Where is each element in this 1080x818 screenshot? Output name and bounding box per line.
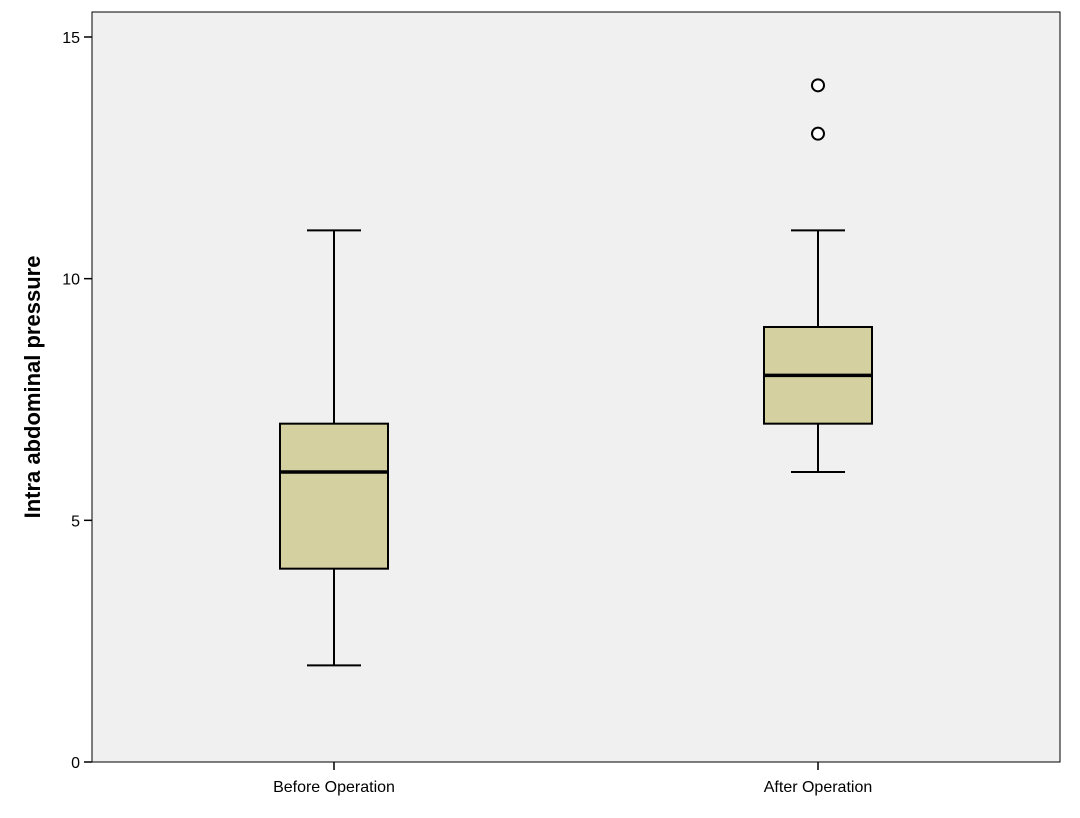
y-tick-label-0: 0: [71, 755, 80, 772]
y-tick-label-5: 5: [71, 513, 80, 530]
y-axis-title: Intra abdominal pressure: [20, 256, 45, 519]
outlier-point-0: [811, 126, 825, 141]
y-tick-label-15: 15: [62, 30, 80, 47]
box-1: [763, 78, 873, 473]
x-tick-label-1: After Operation: [764, 779, 873, 796]
plot-area: [91, 11, 1061, 763]
outlier-point-1: [811, 78, 825, 93]
y-axis: 0 5 10 15: [62, 30, 92, 772]
box-0: [279, 229, 389, 667]
y-tick-label-10: 10: [62, 272, 80, 289]
x-axis: Before Operation After Operation: [273, 762, 872, 796]
iqr-box: [279, 422, 389, 570]
boxes: [279, 78, 873, 667]
x-tick-label-0: Before Operation: [273, 779, 395, 796]
